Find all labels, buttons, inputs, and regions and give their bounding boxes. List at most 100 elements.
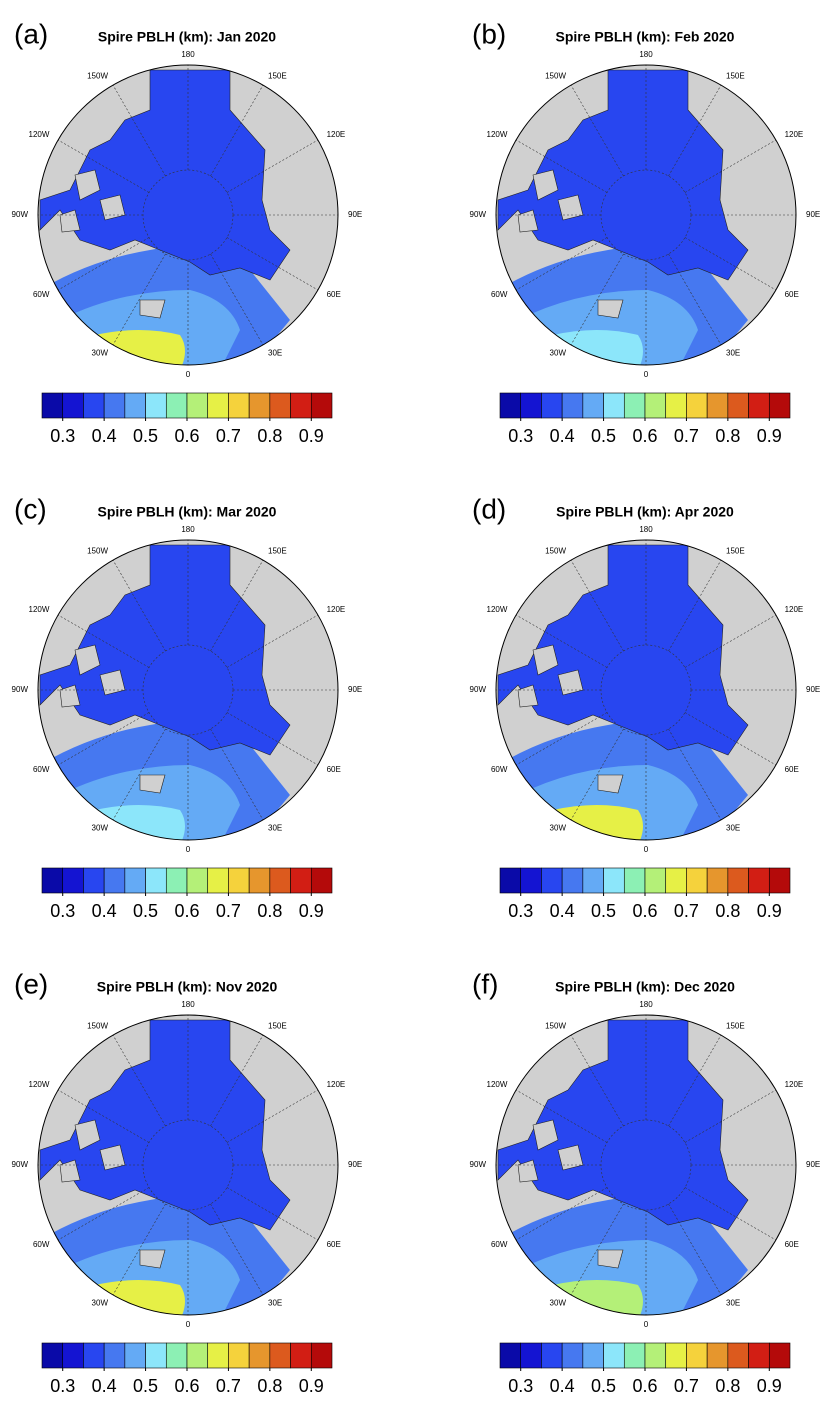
panel-label: (e) bbox=[14, 968, 48, 999]
graticule bbox=[226, 614, 319, 668]
colorbar-tick-label: 0.8 bbox=[257, 1376, 282, 1396]
graticule bbox=[210, 559, 264, 652]
map bbox=[496, 540, 796, 840]
graticule bbox=[112, 728, 166, 821]
graticule bbox=[570, 559, 624, 652]
colorbar-tick-label: 0.6 bbox=[174, 901, 199, 921]
map bbox=[496, 65, 796, 365]
colorbar-box bbox=[706, 392, 729, 419]
longitude-label: 120W bbox=[29, 605, 50, 614]
colorbar-box bbox=[561, 1342, 584, 1369]
map-border bbox=[37, 64, 339, 366]
graticule bbox=[112, 253, 166, 346]
longitude-label: 120E bbox=[785, 1080, 804, 1089]
longitude-label: 30W bbox=[550, 824, 567, 833]
colorbar-tick-label: 0.3 bbox=[50, 1376, 75, 1396]
longitude-label: 90W bbox=[12, 685, 29, 694]
colorbar-tick-label: 0.8 bbox=[715, 426, 740, 446]
colorbar-box bbox=[103, 867, 126, 894]
graticule bbox=[112, 84, 166, 177]
colorbar-box bbox=[207, 1342, 229, 1369]
longitude-label: 120E bbox=[327, 605, 346, 614]
longitude-label: 60E bbox=[327, 290, 341, 299]
longitude-label: 150E bbox=[726, 1022, 745, 1031]
panel-label: (a) bbox=[14, 18, 48, 49]
colorbar-box bbox=[768, 1342, 791, 1369]
colorbar-box bbox=[603, 1342, 625, 1369]
colorbar-tick-label: 0.4 bbox=[550, 1376, 575, 1396]
colorbar-tick-label: 0.4 bbox=[550, 901, 575, 921]
graticule bbox=[684, 614, 777, 668]
longitude-label: 0 bbox=[186, 1320, 191, 1329]
colorbar-box bbox=[248, 392, 271, 419]
graticule bbox=[210, 1203, 264, 1296]
colorbar-box bbox=[623, 392, 646, 419]
panel-title: Spire PBLH (km): Nov 2020 bbox=[97, 979, 278, 995]
colorbar-box bbox=[499, 867, 522, 894]
graticule bbox=[112, 1203, 166, 1296]
longitude-label: 120E bbox=[327, 1080, 346, 1089]
longitude-label: 0 bbox=[644, 370, 649, 379]
colorbar-box bbox=[310, 1342, 333, 1369]
graticule-circle bbox=[600, 1119, 692, 1211]
colorbar-box bbox=[290, 392, 312, 419]
graticule bbox=[570, 1034, 624, 1127]
colorbar-tick-label: 0.4 bbox=[92, 901, 117, 921]
panel-label: (b) bbox=[472, 18, 506, 49]
graticule bbox=[210, 253, 264, 346]
graticule bbox=[668, 84, 722, 177]
graticule bbox=[226, 1089, 319, 1143]
map-panel: (e) Spire PBLH (km): Nov 2020 0 30E 60E 90E 12… bbox=[12, 968, 363, 1395]
colorbar-tick-label: 0.3 bbox=[508, 1376, 533, 1396]
longitude-label: 30E bbox=[268, 1299, 282, 1308]
graticule-circle bbox=[600, 644, 692, 736]
longitude-label: 30E bbox=[726, 349, 740, 358]
colorbar-box bbox=[644, 1342, 667, 1369]
longitude-label: 120W bbox=[487, 130, 508, 139]
colorbar-box bbox=[561, 392, 584, 419]
longitude-label: 90E bbox=[806, 210, 820, 219]
map-panel: (c) Spire PBLH (km): Mar 2020 0 30E 60E 90E 12… bbox=[12, 493, 363, 920]
colorbar-box bbox=[541, 392, 563, 419]
longitude-label: 180 bbox=[639, 525, 653, 534]
colorbar-box bbox=[269, 392, 291, 419]
colorbar-box bbox=[186, 867, 209, 894]
colorbar-box bbox=[83, 392, 105, 419]
longitude-label: 120W bbox=[487, 605, 508, 614]
colorbar-box bbox=[145, 1342, 167, 1369]
map bbox=[38, 1015, 338, 1315]
colorbar-box bbox=[686, 392, 708, 419]
longitude-label: 90W bbox=[470, 1160, 487, 1169]
colorbar-box bbox=[623, 1342, 646, 1369]
colorbar-box bbox=[83, 867, 105, 894]
colorbar-box bbox=[706, 867, 729, 894]
longitude-label: 120W bbox=[487, 1080, 508, 1089]
longitude-label: 150W bbox=[545, 547, 566, 556]
colorbar-box bbox=[706, 1342, 729, 1369]
colorbar-tick-label: 0.7 bbox=[216, 901, 241, 921]
graticule bbox=[210, 84, 264, 177]
map-border bbox=[37, 1014, 339, 1316]
longitude-label: 30W bbox=[550, 1299, 567, 1308]
colorbar-box bbox=[103, 392, 126, 419]
colorbar-tick-label: 0.9 bbox=[299, 426, 324, 446]
colorbar-box bbox=[582, 392, 604, 419]
longitude-label: 150E bbox=[268, 547, 287, 556]
longitude-label: 90E bbox=[348, 685, 362, 694]
colorbar-box bbox=[603, 867, 625, 894]
map-panel: (f) Spire PBLH (km): Dec 2020 0 30E 60E 90E 12… bbox=[470, 968, 821, 1395]
colorbar-box bbox=[145, 867, 167, 894]
longitude-label: 120W bbox=[29, 130, 50, 139]
longitude-label: 30E bbox=[268, 349, 282, 358]
colorbar-tick-label: 0.5 bbox=[591, 1376, 616, 1396]
colorbar-box bbox=[124, 867, 146, 894]
map-panel: (b) Spire PBLH (km): Feb 2020 0 30E 60E 90E 12… bbox=[470, 18, 821, 445]
longitude-label: 150E bbox=[268, 72, 287, 81]
colorbar-tick-label: 0.9 bbox=[299, 1376, 324, 1396]
map-panel: (a) Spire PBLH (km): Jan 2020 0 30E 60E 90E 12… bbox=[12, 18, 363, 445]
longitude-label: 60W bbox=[33, 1240, 50, 1249]
colorbar-tick-label: 0.8 bbox=[257, 426, 282, 446]
panel-title: Spire PBLH (km): Feb 2020 bbox=[556, 29, 735, 45]
colorbar-tick-label: 0.5 bbox=[133, 1376, 158, 1396]
colorbar-box bbox=[165, 867, 188, 894]
